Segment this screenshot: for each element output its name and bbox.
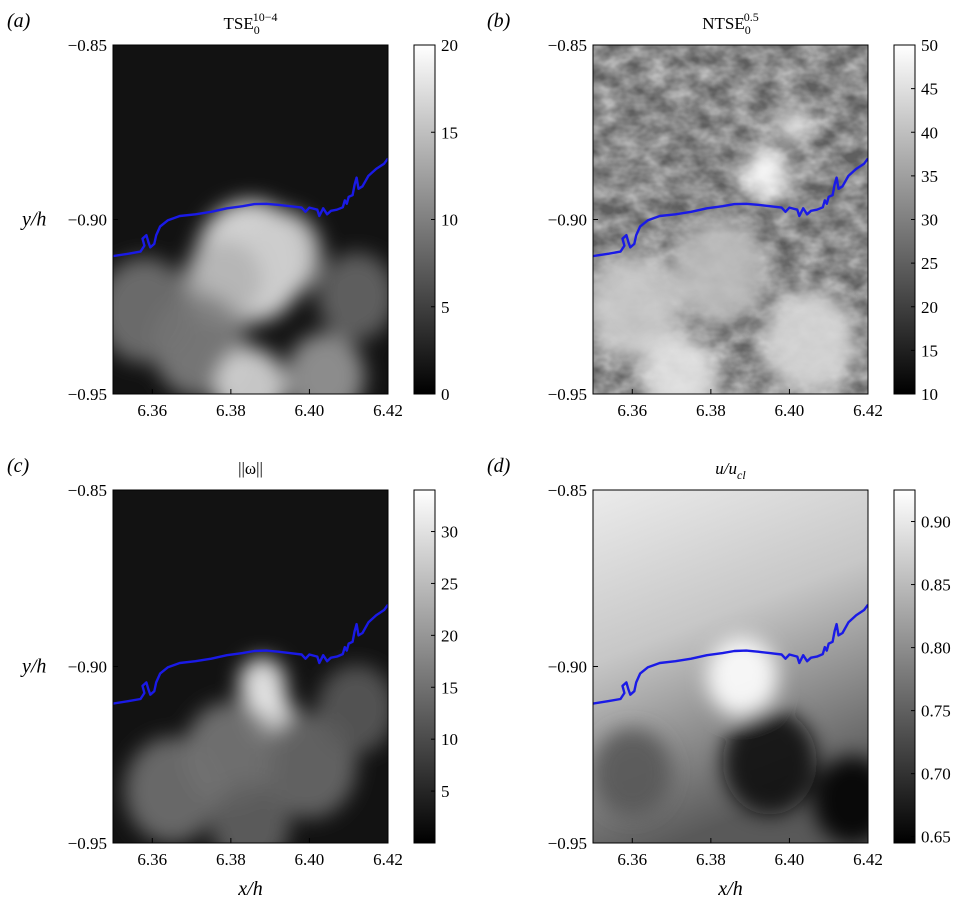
heatmap-field [593,45,868,394]
y-tick-label: −0.95 [68,834,107,853]
colorbar-tick-label: 15 [441,678,458,697]
panel-label: (c) [7,455,30,477]
colorbar-tick-label: 0.65 [921,828,951,847]
panel-title: NTSE00.5 [702,10,759,37]
panel-title: TSE010−4 [223,10,277,37]
heatmap-field [113,490,388,843]
heatmap-feature [242,210,322,299]
panel-title: u/ucl [715,459,746,482]
colorbar [893,489,916,844]
heatmap-feature [722,708,817,815]
y-tick-label: −0.95 [548,385,587,404]
colorbar-tick-label: 0.85 [921,576,951,595]
x-tick-label: 6.42 [853,401,883,420]
y-tick-label: −0.90 [548,658,587,677]
x-tick-label: 6.40 [775,401,805,420]
x-tick-label: 6.42 [373,850,403,869]
interface-line [593,603,868,705]
x-tick-label: 6.40 [775,850,805,869]
colorbar-tick-label: 0.75 [921,702,951,721]
panel-a: 6.36 6.38 6.40 6.42 −0.85 −0.90 −0.95 y/h (a) TSE… [7,10,458,420]
y-axis-label: y/h [20,656,46,678]
x-tick-label: 6.36 [617,850,647,869]
x-tick-label: 6.36 [617,401,647,420]
colorbar-tick-label: 10 [921,385,938,404]
x-tick-label: 6.36 [137,850,167,869]
colorbar-tick-label: 0.80 [921,639,951,658]
heatmap-feature [317,664,388,753]
interface-line [113,603,388,705]
colorbar-tick-label: 20 [441,626,458,645]
panel-label: (a) [7,10,31,32]
colorbar-tick-label: 15 [921,341,938,360]
heatmap-feature [113,257,192,363]
panel-b: 6.36 6.38 6.40 6.42 −0.85 −0.90 −0.95 (b) NTSE00… [487,10,938,420]
heatmap-feature [593,728,672,817]
colorbar-tick-label: 50 [921,36,938,55]
colorbar-tick-label: 5 [441,298,450,317]
x-tick-label: 6.38 [696,850,726,869]
x-tick-label: 6.38 [216,401,246,420]
y-tick-label: −0.85 [68,481,107,500]
heatmap-field [593,490,868,843]
colorbar-tick-label: 25 [921,254,938,273]
colorbar-tick-label: 0 [441,385,450,404]
heatmap-feature [671,219,766,325]
panel-d: 6.36 6.38 6.40 6.42 −0.85 −0.90 −0.95 x/h (d) u/u… [487,455,951,900]
interface-line [113,157,388,258]
colorbar-tick-label: 20 [441,36,458,55]
colorbar-tick-label: 10 [441,211,458,230]
panel-label: (b) [487,10,511,32]
heatmap-feature [317,252,388,340]
heatmap-field [113,45,388,394]
colorbar-tick-label: 30 [441,523,458,542]
colorbar-tick-label: 15 [441,123,458,142]
colorbar-tick-label: 0.70 [921,765,951,784]
heatmap-feature [124,737,220,843]
panel-c: 6.36 6.38 6.40 6.42 −0.85 −0.90 −0.95 y/h x/h (c)… [7,455,458,900]
colorbar-tick-label: 30 [921,211,938,230]
heatmap-feature [777,107,810,143]
y-tick-label: −0.85 [68,36,107,55]
heatmap-feature [211,781,290,843]
y-tick-label: −0.85 [548,36,587,55]
heatmap-feature [285,332,365,394]
panel-title: ||ω|| [238,459,263,478]
y-tick-label: −0.90 [68,658,107,677]
heatmap-feature [706,637,778,717]
interface-line [593,157,868,258]
colorbar-tick-label: 40 [921,123,938,142]
x-tick-label: 6.42 [853,850,883,869]
heatmap-feature [640,332,719,394]
x-tick-label: 6.40 [295,850,325,869]
heatmap-feature [593,254,680,360]
colorbar [413,489,436,844]
heatmap-feature [215,347,286,394]
colorbar-tick-label: 45 [921,80,938,99]
x-tick-label: 6.40 [295,401,325,420]
x-tick-label: 6.36 [137,401,167,420]
x-axis-label: x/h [717,878,742,900]
colorbar-tick-label: 35 [921,167,938,186]
x-tick-label: 6.38 [216,850,246,869]
colorbar-tick-label: 20 [921,298,938,317]
y-tick-label: −0.90 [68,211,107,230]
colorbar-tick-label: 10 [441,730,458,749]
x-tick-label: 6.42 [373,401,403,420]
y-tick-label: −0.95 [548,834,587,853]
y-tick-label: −0.90 [548,211,587,230]
heatmap-feature [813,756,868,843]
y-axis-label: y/h [20,209,46,231]
x-tick-label: 6.38 [696,401,726,420]
x-axis-label: x/h [237,878,262,900]
colorbar-tick-label: 5 [441,782,450,801]
y-tick-label: −0.95 [68,385,107,404]
panel-label: (d) [487,455,511,477]
heatmap-feature [761,289,857,394]
y-tick-label: −0.85 [548,481,587,500]
colorbar-tick-label: 25 [441,574,458,593]
heatmap-feature [742,147,790,201]
colorbar-tick-label: 0.90 [921,513,951,532]
